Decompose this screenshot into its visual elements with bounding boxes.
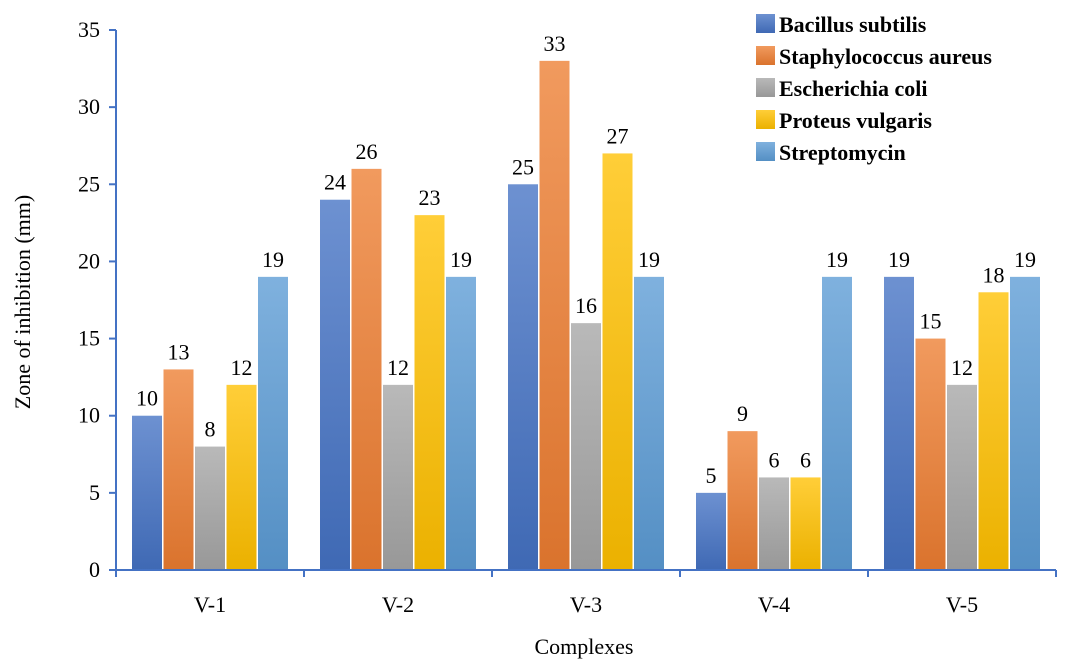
- data-label: 19: [450, 247, 472, 272]
- legend-swatch: [756, 110, 775, 129]
- data-label: 26: [356, 139, 378, 164]
- data-label: 12: [951, 355, 973, 380]
- bar-v-1-bacillus-subtilis: [132, 415, 162, 570]
- bar-v-1-proteus-vulgaris: [226, 384, 257, 570]
- data-label: 13: [168, 339, 190, 364]
- data-label: 24: [324, 170, 346, 195]
- y-tick-label: 35: [78, 17, 100, 42]
- data-label: 18: [983, 262, 1005, 287]
- bar-v-5-bacillus-subtilis: [884, 276, 914, 570]
- legend-swatch: [756, 14, 775, 33]
- bar-v-2-streptomycin: [446, 276, 476, 570]
- data-label: 19: [262, 247, 284, 272]
- data-label: 5: [706, 463, 717, 488]
- data-label: 12: [231, 355, 253, 380]
- x-axis-title: Complexes: [535, 634, 634, 659]
- bar-v-1-staphylococcus-aureus: [163, 369, 194, 570]
- data-label: 27: [607, 123, 629, 148]
- bar-v-4-escherichia-coli: [759, 477, 789, 570]
- data-label: 25: [512, 154, 534, 179]
- bar-v-2-bacillus-subtilis: [320, 199, 350, 570]
- data-label: 19: [826, 247, 848, 272]
- y-tick-label: 25: [78, 171, 100, 196]
- bars-layer: [132, 60, 1040, 571]
- x-tick-label: V-3: [570, 592, 602, 617]
- y-tick-label: 30: [78, 94, 100, 119]
- legend-label: Escherichia coli: [779, 76, 927, 101]
- bar-v-1-escherichia-coli: [195, 446, 225, 570]
- bar-v-4-bacillus-subtilis: [696, 492, 726, 570]
- y-tick-label: 10: [78, 403, 100, 428]
- y-tick-label: 20: [78, 248, 100, 273]
- legend-swatch: [756, 142, 775, 161]
- data-label: 33: [544, 31, 566, 56]
- data-label: 9: [737, 401, 748, 426]
- data-label: 10: [136, 386, 158, 411]
- data-label: 8: [205, 417, 216, 442]
- legend-label: Streptomycin: [779, 140, 906, 165]
- legend-label: Staphylococcus aureus: [779, 44, 992, 69]
- bar-v-3-bacillus-subtilis: [508, 184, 538, 571]
- bar-v-3-proteus-vulgaris: [602, 153, 633, 570]
- data-label: 6: [800, 447, 811, 472]
- x-tick-label: V-4: [758, 592, 790, 617]
- y-tick-label: 0: [89, 557, 100, 582]
- legend-swatch: [756, 46, 775, 65]
- y-axis-title: Zone of inhibition (mm): [10, 195, 35, 409]
- x-tick-label: V-5: [946, 592, 978, 617]
- y-tick-label: 5: [89, 480, 100, 505]
- bar-v-2-proteus-vulgaris: [414, 215, 445, 570]
- x-tick-label: V-2: [382, 592, 414, 617]
- bar-v-4-streptomycin: [822, 276, 852, 570]
- data-label: 12: [387, 355, 409, 380]
- legend: Bacillus subtilis Staphylococcus aureus Es…: [756, 12, 992, 165]
- bar-v-4-staphylococcus-aureus: [727, 431, 758, 570]
- legend-label: Bacillus subtilis: [779, 12, 927, 37]
- legend-label: Proteus vulgaris: [779, 108, 932, 133]
- data-label: 19: [638, 247, 660, 272]
- bar-v-3-staphylococcus-aureus: [539, 60, 570, 570]
- axes-layer: 0 5 10 15 20 25 30 35 V-1 V-2 V-3 V-4 V-5: [78, 17, 1057, 617]
- x-tick-label: V-1: [194, 592, 226, 617]
- data-label: 6: [769, 447, 780, 472]
- data-label: 23: [419, 185, 441, 210]
- bar-v-1-streptomycin: [258, 276, 288, 570]
- data-label: 19: [1014, 247, 1036, 272]
- data-label: 15: [920, 309, 942, 334]
- bar-v-4-proteus-vulgaris: [790, 477, 821, 570]
- bar-v-5-streptomycin: [1010, 276, 1040, 570]
- bar-v-5-escherichia-coli: [947, 384, 977, 570]
- data-label: 16: [575, 293, 597, 318]
- bar-v-3-escherichia-coli: [571, 323, 601, 570]
- bar-v-5-staphylococcus-aureus: [915, 338, 946, 570]
- legend-swatch: [756, 78, 775, 97]
- data-label: 19: [888, 247, 910, 272]
- y-tick-label: 15: [78, 326, 100, 351]
- bar-v-2-staphylococcus-aureus: [351, 168, 382, 570]
- bar-v-2-escherichia-coli: [383, 384, 413, 570]
- bar-v-3-streptomycin: [634, 276, 664, 570]
- bar-v-5-proteus-vulgaris: [978, 292, 1009, 570]
